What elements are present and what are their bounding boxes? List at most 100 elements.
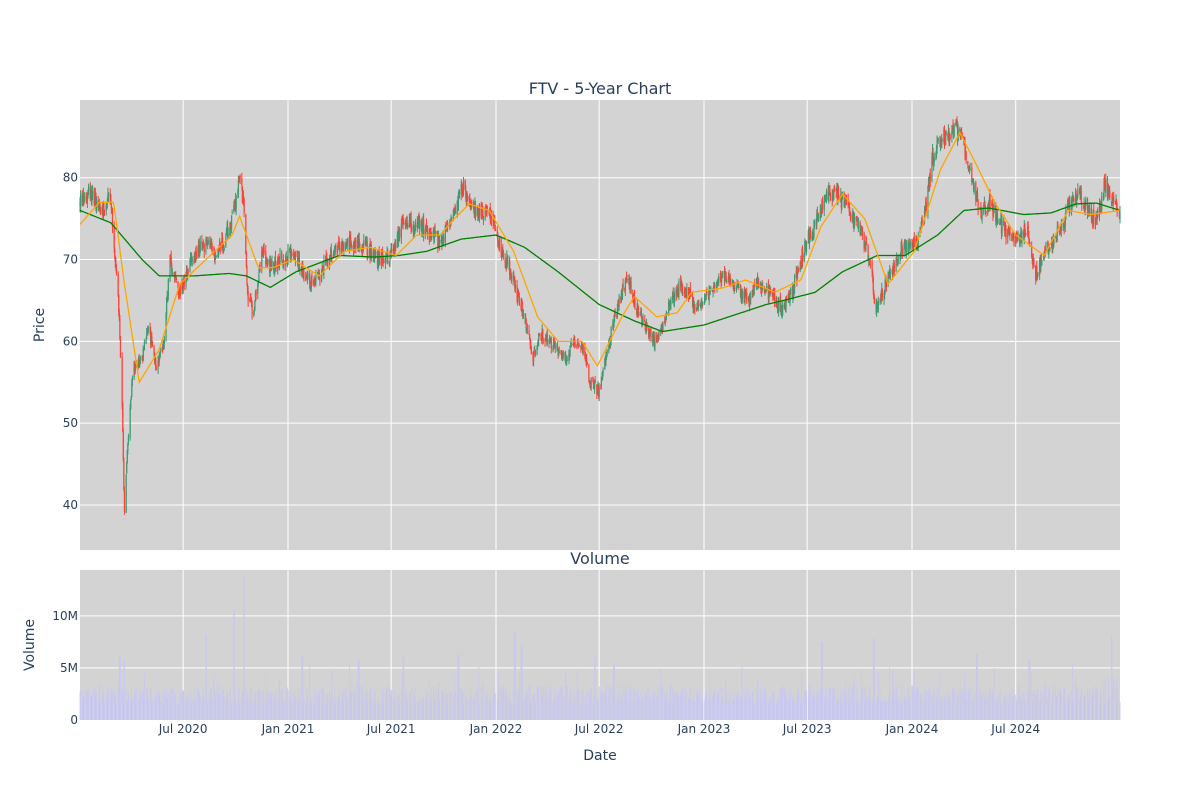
candle-down <box>1084 206 1086 208</box>
volume-bar <box>677 696 679 720</box>
volume-bar <box>1001 703 1003 720</box>
volume-bar <box>465 695 467 720</box>
volume-bar <box>377 703 379 720</box>
volume-bar <box>295 697 296 720</box>
volume-bar <box>852 703 854 720</box>
candle-up <box>323 260 325 274</box>
volume-bar <box>411 688 413 720</box>
candle-down <box>402 217 404 225</box>
volume-bar <box>337 702 338 720</box>
volume-bar <box>237 703 239 720</box>
volume-bar <box>915 691 917 720</box>
volume-bar <box>848 702 850 720</box>
candle-down <box>829 193 832 195</box>
volume-bar <box>242 689 243 720</box>
volume-bar <box>341 701 342 720</box>
candle-down <box>991 201 993 211</box>
volume-bar <box>857 703 859 720</box>
volume-bar <box>191 699 193 720</box>
candle-up <box>285 256 287 258</box>
candle-up <box>266 263 269 266</box>
candle-up <box>951 126 954 132</box>
volume-bar <box>265 673 267 720</box>
volume-bar <box>183 699 185 720</box>
volume-bar <box>533 693 535 720</box>
candle-up <box>824 196 826 198</box>
candle-up <box>147 327 149 329</box>
volume-bar <box>606 684 607 720</box>
volume-bar <box>92 691 93 720</box>
candle-down <box>741 292 743 299</box>
volume-bar <box>321 701 323 720</box>
volume-bar <box>1080 689 1082 720</box>
candle-up <box>431 235 433 239</box>
volume-bar <box>269 691 271 720</box>
volume-bar <box>561 695 563 720</box>
candle-up <box>254 301 256 311</box>
volume-bar <box>493 692 495 720</box>
candle-up <box>642 318 644 323</box>
volume-bar <box>374 689 376 720</box>
candle-down <box>1025 233 1027 235</box>
candle-up <box>1056 237 1058 239</box>
volume-bar <box>243 576 244 720</box>
volume-bar <box>202 700 203 720</box>
candle-up <box>87 186 90 192</box>
volume-bar <box>830 687 831 720</box>
candle-down <box>359 244 361 248</box>
candle-down <box>513 273 515 279</box>
volume-bar <box>961 686 962 720</box>
volume-bar <box>345 701 347 720</box>
volume-bar <box>685 699 687 720</box>
volume-bar <box>517 686 519 720</box>
volume-bar <box>1059 686 1061 720</box>
volume-bar <box>1052 683 1054 720</box>
candle-up <box>191 258 193 261</box>
volume-bar <box>585 701 587 720</box>
candle-down <box>410 217 412 230</box>
volume-bar <box>377 701 378 720</box>
volume-bar <box>293 699 295 720</box>
volume-bar <box>365 700 367 720</box>
candle-up <box>935 147 938 156</box>
volume-bar <box>1036 693 1038 720</box>
candle-down <box>873 291 875 299</box>
volume-bar <box>923 699 925 720</box>
candle-up <box>270 264 273 269</box>
candle-up <box>1011 235 1013 237</box>
volume-bar <box>787 699 789 720</box>
price-candles <box>79 116 1121 515</box>
candle-up <box>267 259 269 263</box>
candle-down <box>265 251 267 265</box>
candle-up <box>649 331 651 334</box>
candle-up <box>325 256 327 261</box>
volume-bar <box>811 698 813 720</box>
candle-down <box>509 261 511 275</box>
volume-bar <box>959 687 961 720</box>
volume-bar <box>402 657 404 720</box>
candle-down <box>921 220 923 223</box>
candle-up <box>570 342 572 347</box>
volume-bar <box>346 702 348 720</box>
volume-bar <box>617 701 619 720</box>
candle-up <box>352 244 355 250</box>
volume-bar <box>433 692 435 720</box>
candle-down <box>556 345 559 350</box>
volume-bar <box>427 691 429 720</box>
volume-bar <box>995 702 997 720</box>
candle-down <box>1036 266 1038 279</box>
volume-bar <box>608 686 610 720</box>
volume-bar <box>371 698 373 720</box>
volume-bar <box>167 693 169 720</box>
candle-up <box>923 211 926 224</box>
volume-bar <box>496 701 498 720</box>
volume-bar <box>378 702 380 720</box>
volume-bar <box>612 688 614 720</box>
volume-bar <box>454 694 456 720</box>
candle-down <box>281 252 283 261</box>
volume-bar <box>446 702 447 720</box>
volume-bar <box>976 654 978 720</box>
candle-down <box>93 188 95 204</box>
volume-bar <box>594 657 595 720</box>
candle-down <box>195 251 197 259</box>
